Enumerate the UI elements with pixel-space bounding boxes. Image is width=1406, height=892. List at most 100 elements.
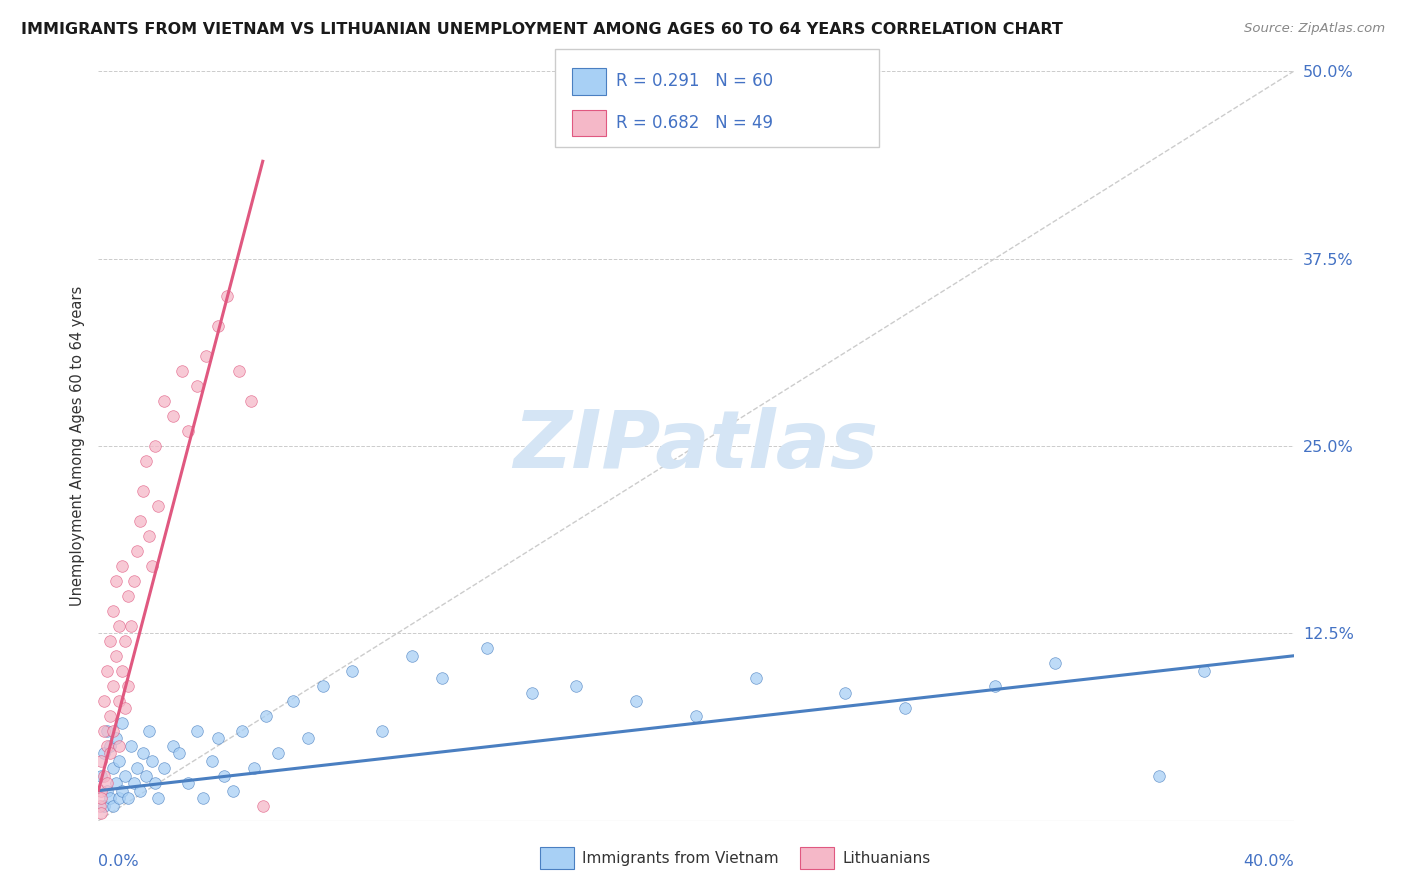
- Point: [141, 754, 163, 768]
- Point: [239, 394, 262, 409]
- Point: [520, 686, 543, 700]
- Point: [129, 514, 152, 528]
- Point: [98, 708, 122, 723]
- Point: [371, 723, 394, 738]
- Point: [1192, 664, 1215, 678]
- Point: [98, 791, 122, 805]
- Point: [148, 791, 170, 805]
- Point: [103, 723, 125, 738]
- Point: [124, 776, 146, 790]
- Point: [984, 679, 1007, 693]
- Point: [172, 364, 194, 378]
- Point: [186, 723, 208, 738]
- Point: [143, 776, 166, 790]
- Point: [138, 529, 160, 543]
- Point: [114, 633, 136, 648]
- Point: [894, 701, 917, 715]
- Text: IMMIGRANTS FROM VIETNAM VS LITHUANIAN UNEMPLOYMENT AMONG AGES 60 TO 64 YEARS COR: IMMIGRANTS FROM VIETNAM VS LITHUANIAN UN…: [21, 22, 1063, 37]
- Y-axis label: Unemployment Among Ages 60 to 64 years: Unemployment Among Ages 60 to 64 years: [69, 285, 84, 607]
- Point: [162, 739, 184, 753]
- Point: [105, 574, 128, 588]
- Point: [120, 619, 142, 633]
- Point: [93, 723, 115, 738]
- Point: [685, 708, 707, 723]
- Point: [93, 798, 115, 813]
- Point: [148, 499, 170, 513]
- Point: [89, 798, 111, 813]
- Point: [135, 454, 157, 468]
- Text: R = 0.291   N = 60: R = 0.291 N = 60: [616, 72, 773, 90]
- Text: ZIPatlas: ZIPatlas: [513, 407, 879, 485]
- Point: [117, 589, 139, 603]
- Point: [90, 806, 112, 821]
- Point: [132, 483, 155, 498]
- Point: [90, 754, 112, 768]
- Point: [252, 798, 274, 813]
- Point: [114, 701, 136, 715]
- Point: [141, 558, 163, 573]
- Point: [98, 739, 122, 753]
- Point: [96, 664, 118, 678]
- Point: [212, 769, 235, 783]
- Point: [111, 664, 134, 678]
- Point: [90, 791, 112, 805]
- Point: [117, 791, 139, 805]
- Point: [195, 349, 218, 363]
- Point: [207, 731, 229, 746]
- Point: [191, 791, 214, 805]
- Point: [143, 439, 166, 453]
- Point: [90, 769, 112, 783]
- Point: [177, 424, 200, 438]
- Point: [430, 671, 453, 685]
- Point: [267, 746, 290, 760]
- Point: [124, 574, 146, 588]
- Point: [565, 679, 588, 693]
- Point: [342, 664, 364, 678]
- Point: [108, 619, 131, 633]
- Point: [127, 761, 149, 775]
- Point: [243, 761, 266, 775]
- Point: [162, 409, 184, 423]
- Point: [153, 394, 176, 409]
- Point: [311, 679, 333, 693]
- Text: Lithuanians: Lithuanians: [842, 851, 931, 865]
- Point: [127, 544, 149, 558]
- Point: [103, 798, 125, 813]
- Point: [475, 641, 498, 656]
- Point: [834, 686, 856, 700]
- Point: [108, 791, 131, 805]
- Point: [108, 754, 131, 768]
- Point: [153, 761, 176, 775]
- Point: [98, 746, 122, 760]
- Point: [120, 739, 142, 753]
- Point: [228, 364, 250, 378]
- Point: [1147, 769, 1170, 783]
- Point: [90, 783, 112, 797]
- Point: [186, 379, 208, 393]
- Point: [231, 723, 253, 738]
- Point: [111, 783, 134, 797]
- Point: [132, 746, 155, 760]
- Point: [93, 746, 115, 760]
- Point: [108, 739, 131, 753]
- Point: [105, 648, 128, 663]
- Point: [222, 783, 245, 797]
- Point: [114, 769, 136, 783]
- Point: [103, 761, 125, 775]
- Point: [96, 776, 118, 790]
- Point: [626, 694, 648, 708]
- Point: [297, 731, 319, 746]
- Point: [111, 558, 134, 573]
- Point: [108, 694, 131, 708]
- Point: [201, 754, 224, 768]
- Point: [1043, 657, 1066, 671]
- Point: [96, 783, 118, 797]
- Text: R = 0.682   N = 49: R = 0.682 N = 49: [616, 114, 773, 132]
- Text: 0.0%: 0.0%: [98, 855, 139, 870]
- Point: [96, 723, 118, 738]
- Point: [177, 776, 200, 790]
- Text: Source: ZipAtlas.com: Source: ZipAtlas.com: [1244, 22, 1385, 36]
- Point: [254, 708, 277, 723]
- Point: [129, 783, 152, 797]
- Point: [281, 694, 304, 708]
